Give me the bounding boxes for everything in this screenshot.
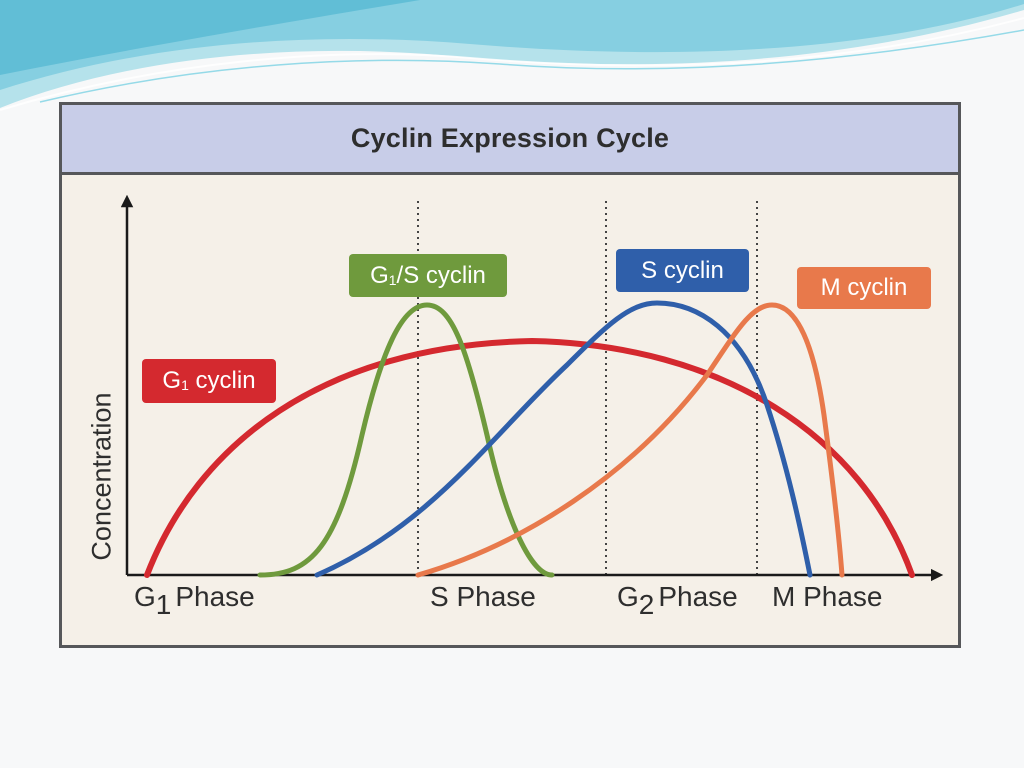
phase-s-prefix: S bbox=[430, 581, 449, 612]
g1-cyclin-label-suffix: cyclin bbox=[188, 367, 256, 394]
cyclin-curves-diagram bbox=[120, 194, 944, 582]
phase-label-g1: G1 Phase bbox=[134, 581, 255, 620]
g1s-cyclin-curve bbox=[257, 302, 555, 578]
phase-label-s: S Phase bbox=[430, 581, 536, 613]
title-bar: Cyclin Expression Cycle bbox=[62, 105, 958, 175]
g1-cyclin-label-sub: 1 bbox=[181, 377, 189, 393]
phase-g2-prefix: G bbox=[617, 581, 639, 612]
phase-m-gap bbox=[795, 581, 803, 612]
m-cyclin-label: M cyclin bbox=[797, 267, 931, 309]
phase-label-g2: G2 Phase bbox=[617, 581, 738, 620]
phase-label-m: M Phase bbox=[772, 581, 883, 613]
phase-s-suffix: Phase bbox=[456, 581, 536, 612]
s-cyclin-label: S cyclin bbox=[616, 249, 749, 292]
phase-g1-sub: 1 bbox=[155, 589, 172, 620]
s-cyclin-curve bbox=[314, 300, 813, 578]
phase-m-suffix: Phase bbox=[803, 581, 883, 612]
phase-m-prefix: M bbox=[772, 581, 796, 612]
g1s-cyclin-label-sub: 1 bbox=[388, 271, 397, 288]
phase-g2-sub: 2 bbox=[638, 589, 655, 620]
g1-cyclin-curve bbox=[144, 337, 915, 578]
g1s-cyclin-label-prefix: G bbox=[370, 261, 389, 289]
phase-g2-suffix: Phase bbox=[658, 581, 738, 612]
phase-g1-prefix: G bbox=[134, 581, 156, 612]
phase-g1-suffix: Phase bbox=[175, 581, 255, 612]
g1s-cyclin-label: G 1/S cyclin bbox=[349, 254, 507, 297]
y-axis-label: Concentration bbox=[86, 392, 117, 561]
figure-title: Cyclin Expression Cycle bbox=[350, 123, 670, 153]
m-cyclin-curve bbox=[415, 302, 845, 578]
header-wave-decoration bbox=[0, 0, 1024, 111]
g1s-cyclin-label-suffix: /S cyclin bbox=[396, 261, 486, 289]
s-cyclin-label-text: S cyclin bbox=[641, 256, 724, 284]
g1-cyclin-label-prefix: G bbox=[162, 367, 182, 394]
m-cyclin-label-text: M cyclin bbox=[820, 274, 908, 301]
